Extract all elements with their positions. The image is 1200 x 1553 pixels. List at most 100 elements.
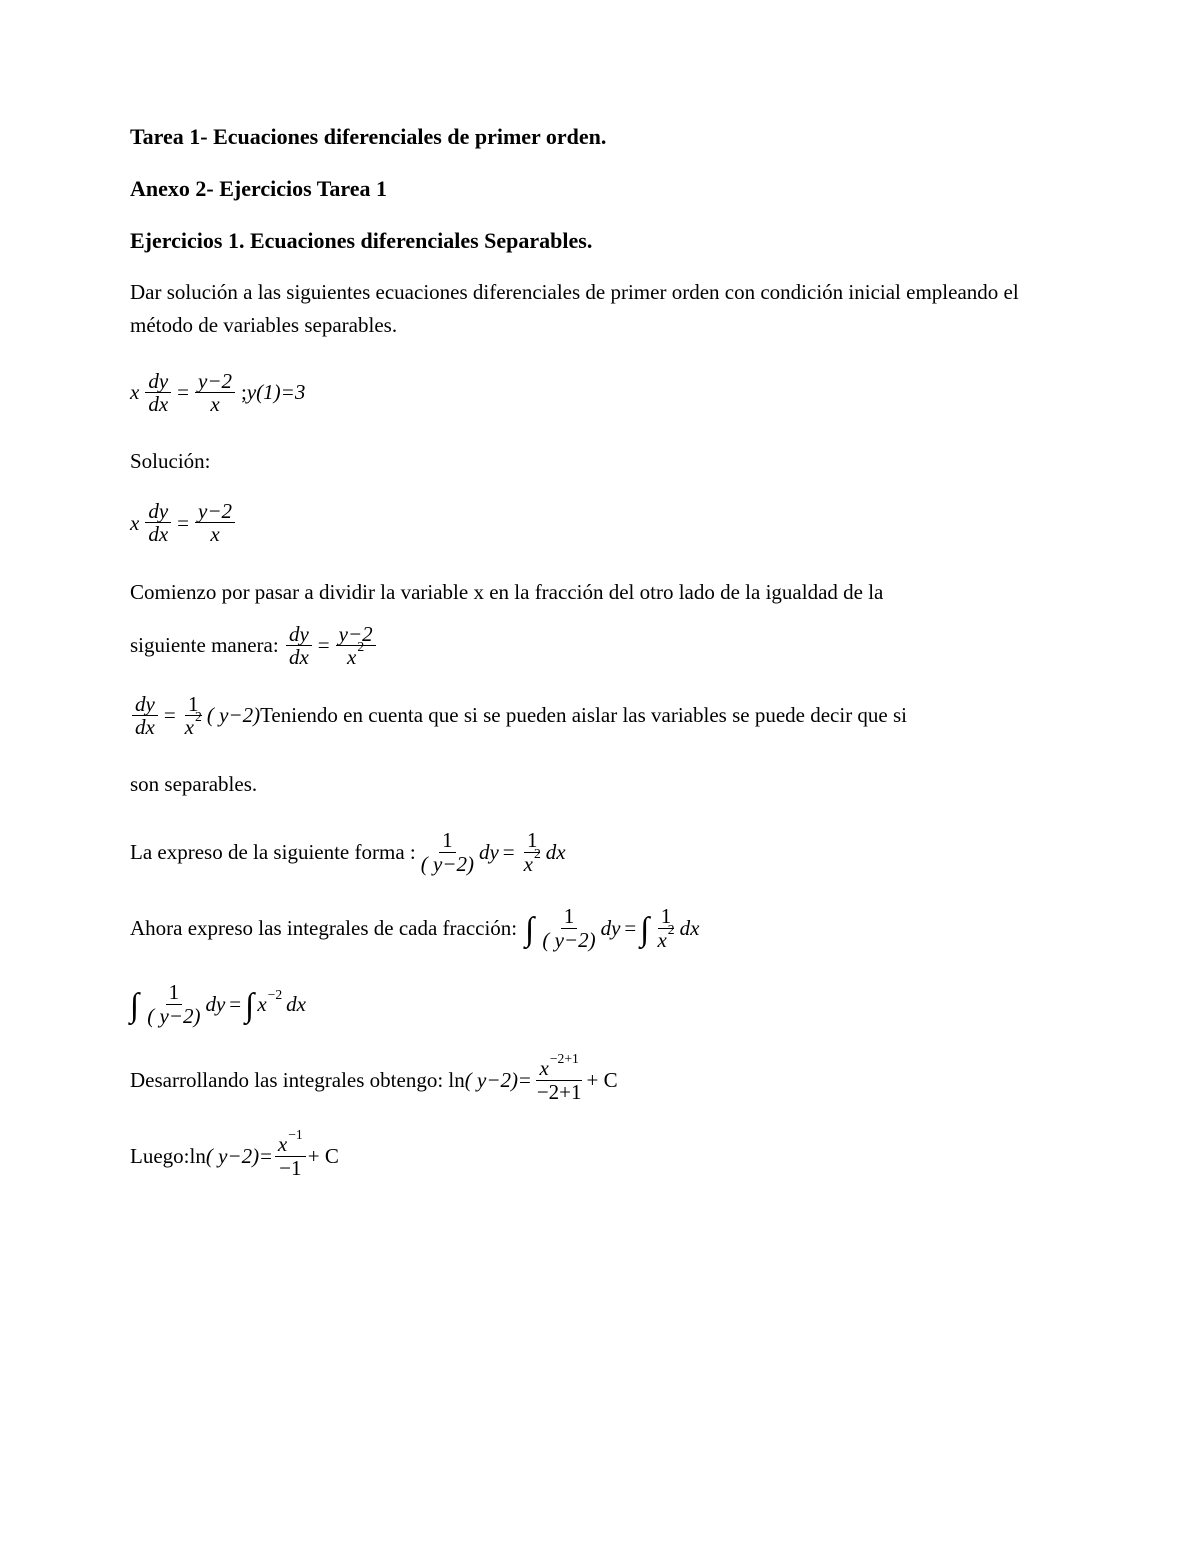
- eq1-x: x: [130, 376, 139, 409]
- eq3-rhs-den-base: x: [347, 646, 356, 668]
- eq1-rhs-num: y−2: [195, 370, 235, 393]
- heading-anexo: Anexo 2- Ejercicios Tarea 1: [130, 172, 1070, 206]
- eq6-rden-exp: 2: [668, 923, 675, 937]
- eq3-rhs-num: y−2: [336, 623, 376, 646]
- factor-text-2: son separables.: [130, 768, 1070, 801]
- eq2-dy: dy: [145, 500, 171, 523]
- eq8-num-base: x: [539, 1057, 548, 1079]
- eq5-left-frac: 1 ( y−2): [418, 829, 477, 874]
- equation-restated: x dy dx = y−2 x: [130, 500, 1070, 546]
- eq4-equals: =: [160, 699, 180, 732]
- eq2-rhs: y−2 x: [195, 500, 235, 545]
- eq6-rden: x2: [654, 929, 677, 951]
- eq5-rden-exp: 2: [534, 847, 541, 861]
- eq5-rden: x2: [521, 853, 544, 875]
- eq6-lnum: 1: [561, 905, 578, 928]
- eq4-den-exp: 2: [195, 710, 202, 724]
- eq5-right-frac: 1 x2: [521, 829, 544, 874]
- eq2-rhs-num: y−2: [195, 500, 235, 523]
- eq7-rexp: −2: [268, 984, 283, 1005]
- eq7-xneg2: x−2: [257, 988, 282, 1021]
- eq8-num-exp: −2+1: [550, 1052, 579, 1066]
- eq9-num-exp: −1: [288, 1128, 303, 1142]
- eq9-den: −1: [276, 1157, 304, 1179]
- eq5-rden-base: x: [524, 853, 533, 875]
- eq8-num: x−2+1: [536, 1057, 581, 1080]
- eq7-equals: =: [225, 988, 245, 1021]
- eq7-dy: dy: [205, 988, 225, 1021]
- eq8-ln: ln: [448, 1064, 464, 1097]
- eq2-rhs-den: x: [207, 523, 222, 545]
- eq3-equals: =: [314, 629, 334, 662]
- equation-initial: x dy dx = y−2 x ; y(1)=3: [130, 369, 1070, 415]
- final-text: Luego:: [130, 1140, 189, 1173]
- eq6-dy: dy: [601, 912, 621, 945]
- eq2-equals: =: [173, 507, 193, 540]
- eq1-rhs: y−2 x: [195, 370, 235, 415]
- eq5-lden: ( y−2): [418, 853, 477, 875]
- equation-final: Luego: ln ( y−2) = x−1 −1 + C: [130, 1133, 1070, 1179]
- eq8-const: + C: [587, 1064, 618, 1097]
- develop-text: Desarrollando las integrales obtengo:: [130, 1064, 448, 1097]
- eq5-equals: =: [499, 836, 519, 869]
- document-page: Tarea 1- Ecuaciones diferenciales de pri…: [0, 0, 1200, 1553]
- integrals-text: Ahora expreso las integrales de cada fra…: [130, 912, 517, 945]
- express-text: La expreso de la siguiente forma :: [130, 836, 416, 869]
- heading-tarea: Tarea 1- Ecuaciones diferenciales de pri…: [130, 120, 1070, 154]
- eq4-dy: dy: [132, 693, 158, 716]
- eq1-cond: y(1)=3: [247, 376, 305, 409]
- equation-integrals: Ahora expreso las integrales de cada fra…: [130, 905, 1070, 951]
- eq7-left-frac: 1 ( y−2): [144, 981, 203, 1026]
- eq9-const: + C: [308, 1140, 339, 1173]
- eq9-frac: x−1 −1: [275, 1133, 306, 1178]
- eq6-equals: =: [620, 912, 640, 945]
- eq6-rden-base: x: [657, 929, 666, 951]
- eq4-factor: ( y−2): [207, 699, 260, 732]
- eq3-rhs-den-exp: 2: [357, 640, 364, 654]
- eq3-dydx: dy dx: [286, 623, 312, 668]
- eq8-frac: x−2+1 −2+1: [534, 1057, 585, 1102]
- heading-ejercicios: Ejercicios 1. Ecuaciones diferenciales S…: [130, 224, 1070, 258]
- eq2-dydx: dy dx: [145, 500, 171, 545]
- equation-divided: siguiente manera: dy dx = y−2 x2: [130, 622, 1070, 668]
- eq8-equals: =: [518, 1064, 532, 1097]
- eq8-den: −2+1: [534, 1081, 585, 1103]
- eq3-rhs: y−2 x2: [336, 623, 376, 668]
- intro-paragraph: Dar solución a las siguientes ecuaciones…: [130, 276, 1070, 341]
- divide-text-2: siguiente manera:: [130, 629, 284, 662]
- eq1-equals: =: [173, 376, 193, 409]
- equation-separated: La expreso de la siguiente forma : 1 ( y…: [130, 829, 1070, 875]
- eq2-dx: dx: [145, 523, 171, 545]
- eq3-rhs-den: x2: [344, 646, 367, 668]
- divide-text-1: Comienzo por pasar a dividir la variable…: [130, 576, 1070, 609]
- equation-integrals-2: ∫ 1 ( y−2) dy = ∫ x−2 dx: [130, 981, 1070, 1027]
- eq7-rbase: x: [257, 988, 266, 1021]
- eq3-dx: dx: [286, 646, 312, 668]
- eq7-dx: dx: [286, 988, 306, 1021]
- eq4-den-base: x: [185, 716, 194, 738]
- eq5-dy: dy: [479, 836, 499, 869]
- eq9-arg: ( y−2): [206, 1140, 259, 1173]
- eq1-dy: dy: [145, 370, 171, 393]
- solution-label: Solución:: [130, 445, 1070, 478]
- factor-text: Teniendo en cuenta que si se pueden aisl…: [260, 699, 907, 732]
- eq9-num-base: x: [278, 1133, 287, 1155]
- eq4-dydx: dy dx: [132, 693, 158, 738]
- eq7-lden: ( y−2): [144, 1005, 203, 1027]
- eq1-rhs-den: x: [207, 393, 222, 415]
- eq4-den: x2: [182, 716, 205, 738]
- equation-factored: dy dx = 1 x2 ( y−2) Teniendo en cuenta q…: [130, 692, 1070, 738]
- eq6-right-frac: 1 x2: [654, 905, 677, 950]
- eq9-ln: ln: [189, 1140, 205, 1173]
- eq8-arg: ( y−2): [465, 1064, 518, 1097]
- eq2-x: x: [130, 507, 139, 540]
- eq4-1overx2: 1 x2: [182, 693, 205, 738]
- eq9-equals: =: [259, 1140, 273, 1173]
- eq5-lnum: 1: [439, 829, 456, 852]
- eq4-dx: dx: [132, 716, 158, 738]
- eq6-left-frac: 1 ( y−2): [539, 905, 598, 950]
- eq1-dydx: dy dx: [145, 370, 171, 415]
- eq9-num: x−1: [275, 1133, 306, 1156]
- eq7-lnum: 1: [166, 981, 183, 1004]
- eq1-dx: dx: [145, 393, 171, 415]
